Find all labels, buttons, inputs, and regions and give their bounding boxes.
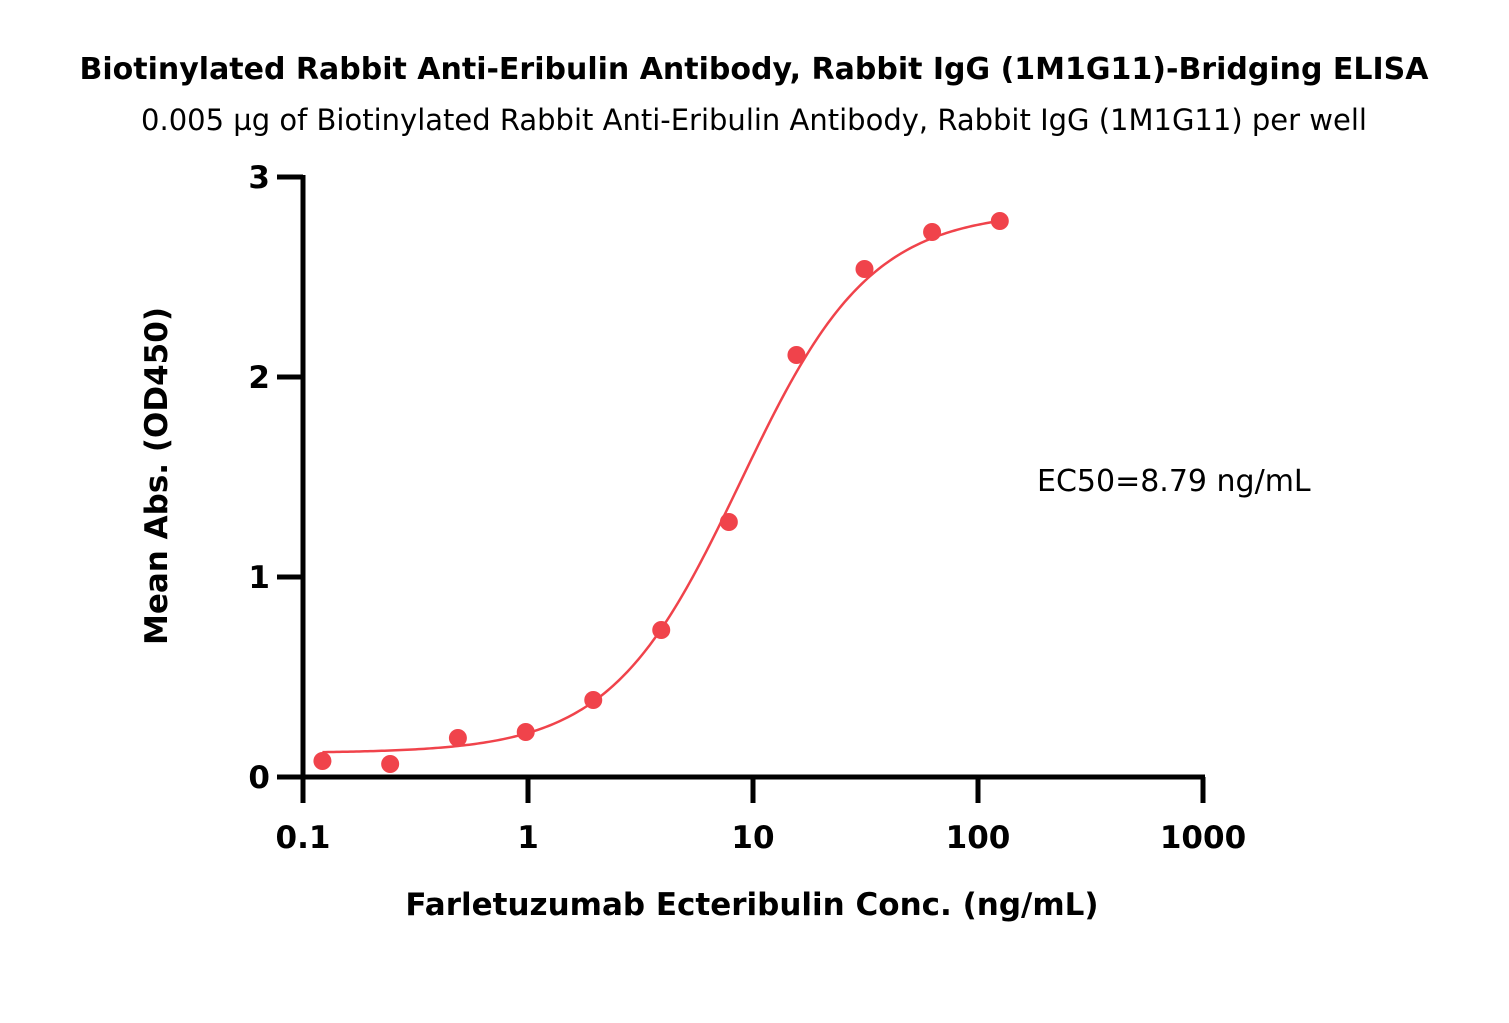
- x-tick-label: 100: [946, 820, 1011, 856]
- chart-title: Biotinylated Rabbit Anti-Eribulin Antibo…: [79, 52, 1429, 87]
- y-tick-label: 0: [248, 760, 270, 796]
- plot-area: 0 1 2 3 0.1 1 10 100 1000: [248, 160, 1246, 856]
- ec50-annotation: EC50=8.79 ng/mL: [1037, 464, 1311, 499]
- data-point: [313, 752, 332, 770]
- data-point: [584, 691, 603, 709]
- y-tick-label: 1: [248, 560, 270, 596]
- x-tick-label: 1: [517, 820, 539, 856]
- data-point: [652, 621, 671, 639]
- data-point: [787, 346, 806, 364]
- y-axis-title: Mean Abs. (OD450): [139, 307, 175, 645]
- x-tick-label: 1000: [1160, 820, 1246, 856]
- data-point: [923, 223, 942, 241]
- x-axis-title: Farletuzumab Ecteribulin Conc. (ng/mL): [405, 887, 1098, 923]
- data-point: [448, 729, 467, 747]
- x-tick-label: 10: [731, 820, 774, 856]
- chart-subtitle: 0.005 µg of Biotinylated Rabbit Anti-Eri…: [141, 103, 1367, 137]
- x-tick-label: 0.1: [276, 820, 331, 856]
- y-tick-label: 2: [248, 360, 270, 396]
- data-point: [381, 755, 400, 773]
- data-point: [516, 723, 535, 741]
- data-point: [719, 513, 738, 531]
- data-point: [855, 260, 874, 278]
- y-tick-label: 3: [248, 160, 270, 196]
- data-point: [990, 212, 1009, 230]
- fit-curve: [322, 219, 1000, 754]
